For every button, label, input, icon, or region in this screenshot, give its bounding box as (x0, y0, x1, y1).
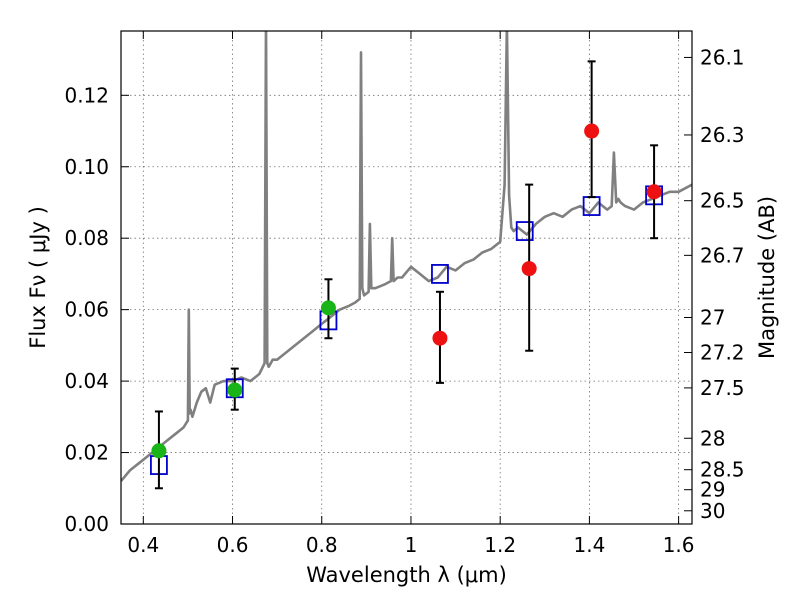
mag-tick-label: 28.5 (700, 458, 745, 482)
grid-layer (121, 31, 692, 524)
y2-axis-title: Magnitude (AB) (755, 196, 779, 359)
mag-tick-label: 30 (700, 499, 725, 523)
y-tick-label: 0.06 (64, 298, 109, 322)
mag-tick-label: 27.2 (700, 341, 745, 365)
data-point (584, 123, 600, 139)
y-tick-label: 0.00 (64, 512, 109, 536)
x-tick-label: 1.4 (573, 533, 605, 557)
data-point (521, 261, 537, 277)
x-tick-label: 0.6 (217, 533, 249, 557)
y-tick-label: 0.08 (64, 226, 109, 250)
x-tick-label: 0.4 (127, 533, 159, 557)
y-axis-title: Flux Fν ( μJy ) (26, 206, 50, 349)
mag-tick-label: 26.5 (700, 189, 745, 213)
plot-frame (120, 30, 693, 525)
mag-tick-label: 27 (700, 306, 725, 330)
mag-tick-label: 26.3 (700, 123, 745, 147)
x-tick-label: 0.8 (306, 533, 338, 557)
axis-layer: 0.4 0.6 0.8 1 1.2 1.4 1.6 0.00 0.02 0.04 0.06 0.08 0… (64, 31, 745, 557)
x-axis-title: Wavelength λ (μm) (306, 563, 507, 587)
data-point (227, 382, 243, 398)
data-point (646, 184, 662, 200)
data-point (320, 300, 336, 316)
mag-tick-label: 27.5 (700, 376, 745, 400)
y-tick-label: 0.02 (64, 441, 109, 465)
mag-tick-label: 28 (700, 426, 725, 450)
y-tick-label: 0.10 (64, 155, 109, 179)
x-tick-label: 1.6 (663, 533, 695, 557)
x-tick-label: 1.2 (484, 533, 516, 557)
spectrum-line (121, 31, 692, 482)
data-point (151, 443, 167, 459)
data-point (432, 330, 448, 346)
model-square-marker (431, 264, 449, 284)
plot-layer (121, 31, 692, 490)
y-tick-label: 0.12 (64, 83, 109, 107)
x-tick-label: 1 (405, 533, 418, 557)
mag-tick-label: 26.1 (700, 45, 745, 69)
mag-tick-label: 29 (700, 478, 725, 502)
mag-tick-label: 26.7 (700, 243, 745, 267)
model-square-marker (515, 221, 534, 241)
y-tick-label: 0.04 (64, 369, 109, 393)
